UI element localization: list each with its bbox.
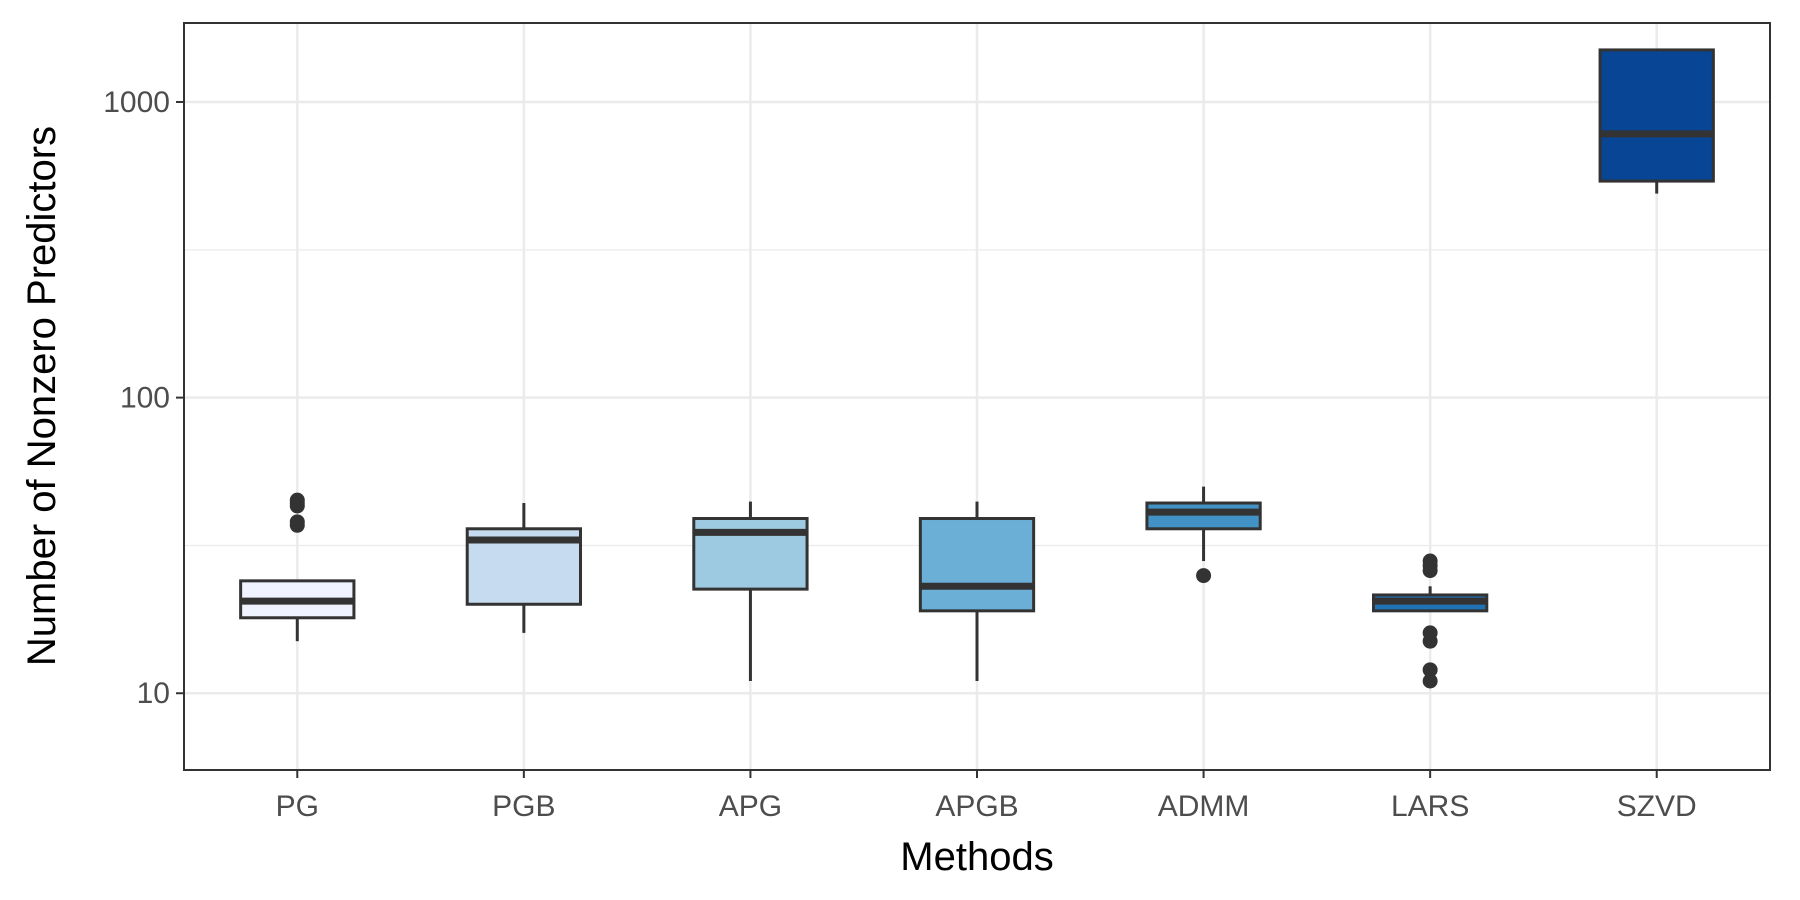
outlier-point (1422, 673, 1438, 689)
y-tick-label: 100 (120, 382, 170, 415)
box-series (239, 48, 1715, 689)
y-axis-ticks: 10 100 1000 (103, 86, 184, 710)
y-tick-label: 1000 (103, 86, 170, 119)
box-lars (1372, 553, 1489, 689)
outlier-point (1422, 662, 1438, 678)
box-apgb (918, 501, 1036, 682)
box-apg (692, 501, 809, 682)
outlier-point (1422, 625, 1438, 641)
box-body (1598, 48, 1715, 183)
box-pg (239, 492, 356, 642)
x-tick-label: ADMM (1158, 790, 1250, 823)
outlier-point (1196, 568, 1212, 584)
x-tick-label: SZVD (1617, 790, 1697, 823)
x-axis-title: Methods (900, 835, 1053, 879)
outlier-point (289, 514, 305, 530)
box-szvd (1598, 48, 1715, 194)
x-tick-label: PGB (492, 790, 555, 823)
box-admm (1145, 486, 1262, 584)
box-body (1145, 501, 1262, 531)
y-tick-label: 10 (137, 677, 170, 710)
x-axis-ticks: PG PGB APG APGB ADMM LARS SZVD (276, 770, 1697, 823)
x-tick-label: PG (276, 790, 319, 823)
x-tick-label: APG (719, 790, 782, 823)
box-pgb (465, 503, 583, 633)
box-body (918, 517, 1036, 613)
x-tick-label: APGB (935, 790, 1018, 823)
y-axis-title: Number of Nonzero Predictors (20, 126, 64, 666)
x-tick-label: LARS (1391, 790, 1469, 823)
outlier-point (289, 492, 305, 508)
outlier-point (1422, 553, 1438, 569)
